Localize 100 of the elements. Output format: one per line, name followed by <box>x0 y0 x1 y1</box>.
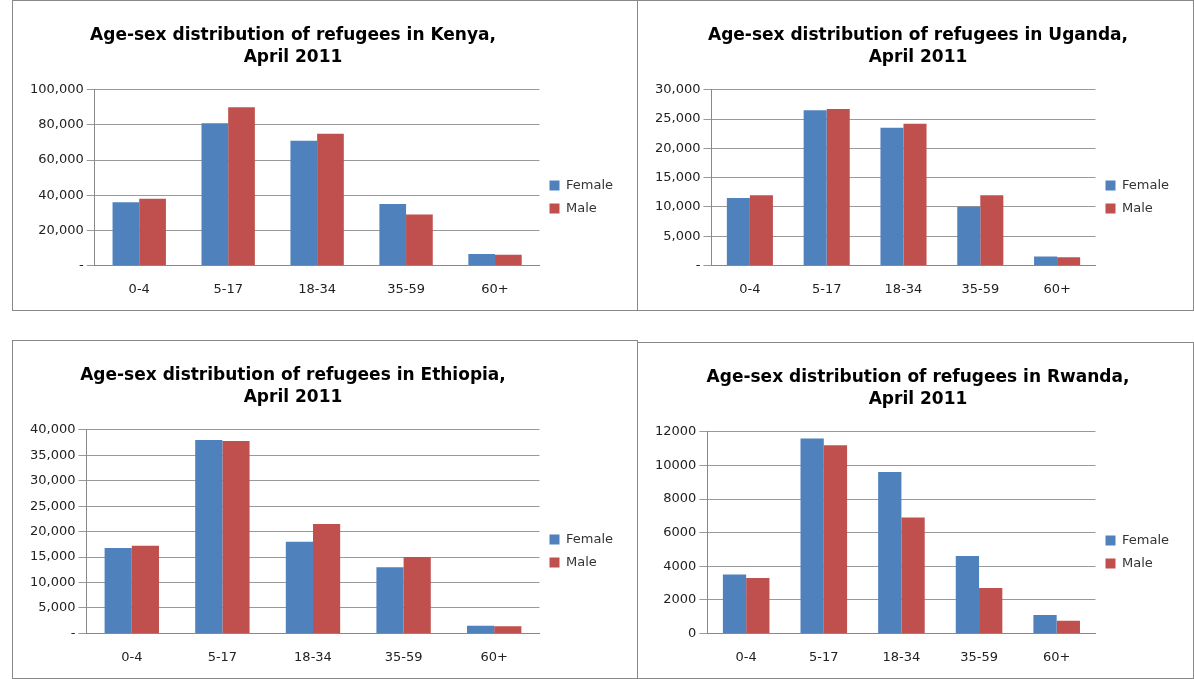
legend-label: Female <box>1122 176 1170 192</box>
bar <box>749 195 773 265</box>
y-tick-label: 100,000 <box>29 81 84 97</box>
bar <box>379 203 407 265</box>
y-tick-label: 30,000 <box>29 472 76 488</box>
bar <box>800 438 824 633</box>
y-tick-label: 6000 <box>663 523 697 539</box>
bar <box>957 206 981 265</box>
bar <box>317 133 344 265</box>
bar <box>495 254 522 265</box>
bar <box>1033 614 1057 633</box>
bar <box>403 557 431 633</box>
bar <box>104 547 132 633</box>
legend-label: Male <box>1122 199 1153 215</box>
x-tick-label: 35-59 <box>961 280 1000 296</box>
chart-title: Age-sex distribution of refugees in Ethiopia, April 2011 <box>79 363 507 407</box>
legend-label: Male <box>566 199 597 215</box>
x-tick-label: 60+ <box>481 280 509 296</box>
x-tick-label: 5-17 <box>207 648 238 664</box>
y-tick-label: - <box>79 256 85 272</box>
y-tick-label: 4000 <box>663 557 697 573</box>
x-tick-label: 5-17 <box>213 280 243 296</box>
y-tick-label: 40,000 <box>38 186 84 202</box>
chart-title: Age-sex distribution of refugees in Uganda, April 2011 <box>707 23 1129 67</box>
legend-label: Male <box>1122 554 1153 570</box>
bar <box>823 445 848 633</box>
bar <box>494 626 522 633</box>
y-tick-label: 25,000 <box>654 110 701 126</box>
y-tick-label: 15,000 <box>29 548 76 564</box>
bar <box>467 625 495 633</box>
x-tick-label: 0-4 <box>735 648 757 664</box>
bar <box>228 107 255 265</box>
x-tick-label: 18-34 <box>298 280 337 296</box>
bar <box>139 198 166 265</box>
chart-title: Age-sex distribution of refugees in Rwanda, April 2011 <box>705 365 1131 409</box>
x-tick-label: 0-4 <box>739 280 761 296</box>
bar <box>285 541 313 633</box>
bar <box>1056 620 1080 633</box>
bar <box>722 574 747 633</box>
bar <box>980 195 1004 265</box>
x-tick-label: 35-59 <box>960 648 998 664</box>
bar <box>903 123 927 265</box>
bar <box>901 517 925 633</box>
x-tick-label: 5-17 <box>811 280 842 296</box>
y-tick-label: 12000 <box>655 423 697 439</box>
y-tick-label: 60,000 <box>38 151 84 167</box>
y-tick-label: 30,000 <box>654 81 701 97</box>
y-tick-label: 0 <box>688 624 697 640</box>
y-tick-label: - <box>695 256 701 272</box>
x-tick-label: 35-59 <box>387 280 425 296</box>
bar <box>726 198 750 265</box>
y-tick-label: 10000 <box>655 456 697 472</box>
y-tick-label: 10,000 <box>654 198 701 214</box>
y-tick-label: 5,000 <box>663 227 701 243</box>
x-tick-label: 0-4 <box>121 648 143 664</box>
y-tick-label: 15,000 <box>654 168 701 184</box>
bar <box>803 110 827 265</box>
x-tick-label: 5-17 <box>809 648 839 664</box>
y-tick-label: 25,000 <box>29 497 76 513</box>
bar <box>201 123 229 265</box>
x-tick-label: 60+ <box>480 648 508 664</box>
x-tick-label: 18-34 <box>884 280 923 296</box>
bar <box>955 556 980 633</box>
y-tick-label: 80,000 <box>38 116 84 132</box>
legend-label: Female <box>566 176 614 192</box>
y-tick-label: 2000 <box>663 591 697 607</box>
bar <box>468 253 496 265</box>
x-tick-label: 0-4 <box>128 280 150 296</box>
bar <box>131 545 159 633</box>
legend-label: Female <box>566 530 614 546</box>
bar <box>376 567 404 633</box>
y-tick-label: 20,000 <box>29 522 76 538</box>
bar <box>746 577 770 633</box>
x-tick-label: 18-34 <box>882 648 921 664</box>
legend-label: Female <box>1122 531 1170 547</box>
x-tick-label: 35-59 <box>384 648 423 664</box>
bar <box>979 588 1003 633</box>
bar <box>1057 257 1081 265</box>
y-tick-label: 35,000 <box>29 446 76 462</box>
y-tick-label: 40,000 <box>29 421 76 437</box>
chart-title: Age-sex distribution of refugees in Kenya, April 2011 <box>89 23 497 67</box>
x-tick-label: 18-34 <box>294 648 332 664</box>
y-tick-label: 20,000 <box>654 139 701 155</box>
bar <box>1034 256 1058 265</box>
x-tick-label: 60+ <box>1043 280 1071 296</box>
y-tick-label: 8000 <box>663 490 697 506</box>
y-tick-label: 5,000 <box>38 599 76 615</box>
bar <box>195 439 223 633</box>
legend-label: Male <box>566 553 597 569</box>
y-tick-label: 20,000 <box>38 221 84 237</box>
bar <box>880 127 904 265</box>
bar <box>222 441 250 633</box>
bar <box>290 140 318 265</box>
bar <box>878 472 902 633</box>
y-tick-label: - <box>70 624 76 640</box>
x-tick-label: 60+ <box>1042 648 1071 664</box>
y-tick-label: 10,000 <box>29 573 76 589</box>
bar <box>406 214 433 265</box>
bar <box>112 202 140 265</box>
bar <box>312 523 341 633</box>
